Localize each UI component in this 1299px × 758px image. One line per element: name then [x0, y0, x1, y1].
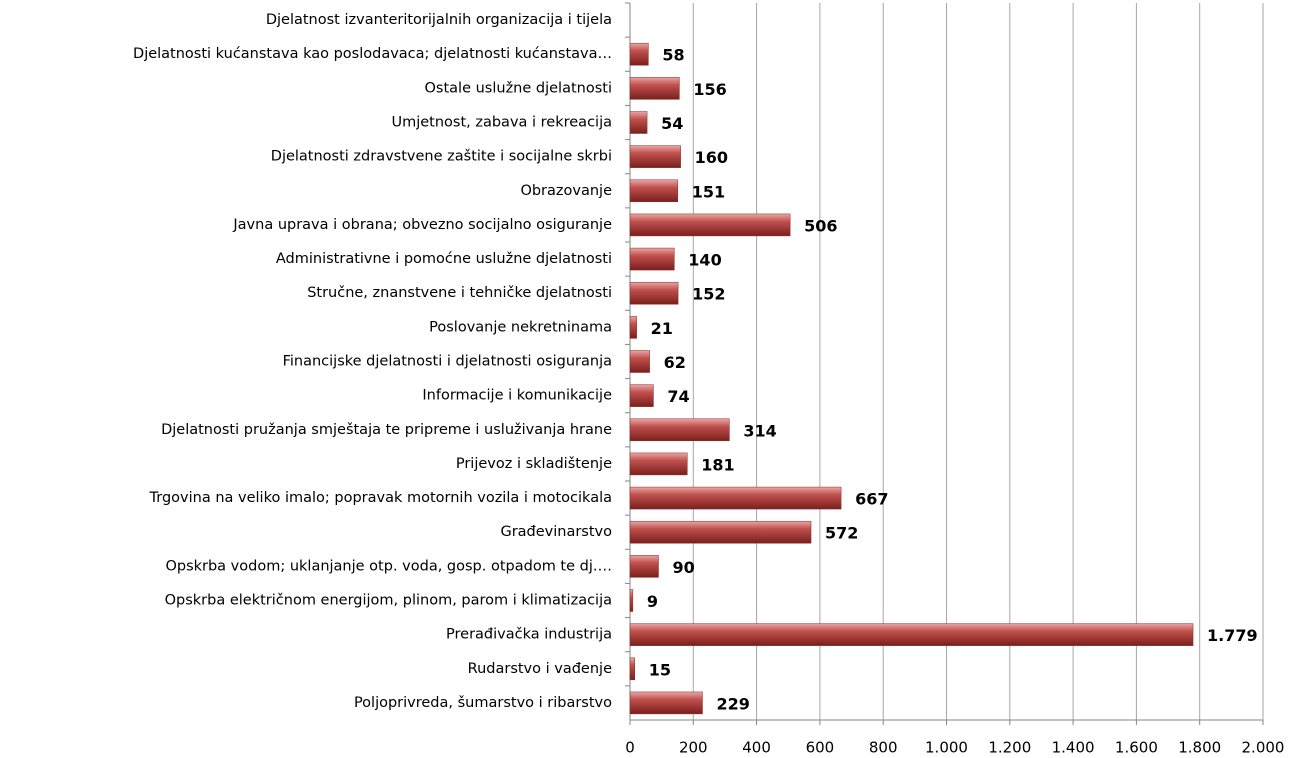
bar — [629, 657, 635, 681]
y-tick-label: Djelatnost izvanteritorijalnih organizac… — [266, 12, 612, 28]
bar — [629, 247, 675, 271]
y-tick-label: Umjetnost, zabava i rekreacija — [391, 115, 612, 131]
bar — [629, 350, 650, 373]
value-label: 667 — [855, 490, 888, 509]
y-tick-label: Obrazovanje — [520, 183, 612, 199]
x-tick-label: 1.200 — [988, 739, 1031, 757]
value-label: 140 — [688, 251, 721, 270]
value-label: 152 — [692, 285, 725, 304]
bar — [629, 452, 688, 476]
y-tick-label: Djelatnosti pružanja smještaja te pripre… — [161, 422, 612, 438]
value-label: 160 — [695, 148, 728, 167]
bar — [629, 623, 1194, 646]
value-label: 90 — [672, 558, 694, 577]
bar — [629, 691, 703, 715]
bar — [629, 589, 634, 612]
value-label: 314 — [743, 421, 776, 440]
y-tick-label: Opskrba vodom; uklanjanje otp. voda, gos… — [165, 558, 612, 574]
y-tick-label: Opskrba električnom energijom, plinom, p… — [165, 593, 612, 609]
value-label: 572 — [825, 524, 858, 543]
y-tick-label: Stručne, znanstvene i tehničke djelatnos… — [307, 285, 612, 301]
value-label: 15 — [649, 660, 671, 679]
y-tick-label: Financijske djelatnosti i djelatnosti os… — [283, 354, 612, 370]
value-label: 21 — [651, 319, 673, 338]
x-tick-label: 1.600 — [1115, 739, 1158, 757]
bar — [629, 179, 679, 203]
bar — [629, 316, 637, 339]
x-tick-label: 1.400 — [1052, 739, 1095, 757]
y-tick-label: Trgovina na veliko imalo; popravak motor… — [149, 490, 612, 506]
bar — [629, 384, 654, 407]
x-tick-label: 1.000 — [925, 739, 968, 757]
x-tick-label: 1.800 — [1178, 739, 1221, 757]
value-label: 506 — [804, 216, 837, 235]
bar — [629, 42, 649, 66]
value-label: 74 — [667, 387, 689, 406]
y-tick-label: Djelatnosti zdravstvene zaštite i socija… — [271, 149, 612, 165]
bar — [629, 520, 812, 544]
value-label: 9 — [647, 592, 658, 611]
bar — [629, 555, 659, 578]
value-label: 54 — [661, 114, 683, 133]
x-tick-label: 200 — [679, 739, 708, 757]
value-label: 181 — [701, 455, 734, 474]
value-label: 151 — [692, 182, 725, 201]
bar — [629, 281, 679, 305]
y-tick-label: Građevinarstvo — [500, 524, 612, 540]
y-tick-label: Javna uprava i obrana; obvezno socijalno… — [232, 217, 612, 233]
y-tick-label: Informacije i komunikacije — [422, 388, 612, 404]
y-tick-label: Djelatnosti kućanstava kao poslodavaca; … — [133, 46, 612, 62]
bar — [629, 77, 680, 100]
bar — [629, 145, 681, 168]
bar — [629, 111, 648, 134]
y-tick-label: Poljoprivreda, šumarstvo i ribarstvo — [354, 695, 612, 711]
x-tick-label: 2.000 — [1242, 739, 1285, 757]
value-label: 156 — [693, 80, 726, 99]
y-tick-label: Prerađivačka industrija — [446, 627, 612, 643]
value-label: 58 — [662, 46, 684, 65]
y-tick-label: Rudarstvo i vađenje — [468, 661, 612, 677]
y-tick-label: Prijevoz i skladištenje — [456, 456, 612, 472]
bar — [629, 418, 730, 442]
bar — [629, 486, 842, 510]
value-label: 229 — [716, 694, 749, 713]
y-tick-label: Ostale uslužne djelatnosti — [425, 80, 612, 96]
y-tick-label: Poslovanje nekretninama — [429, 319, 612, 335]
y-tick-label: Administrativne i pomoćne uslužne djelat… — [276, 251, 612, 267]
x-tick-label: 0 — [625, 739, 635, 757]
x-tick-label: 600 — [806, 739, 835, 757]
bar — [629, 213, 791, 237]
x-tick-label: 800 — [869, 739, 898, 757]
value-label: 62 — [664, 353, 686, 372]
value-label: 1.779 — [1207, 626, 1258, 645]
x-tick-label: 400 — [742, 739, 771, 757]
